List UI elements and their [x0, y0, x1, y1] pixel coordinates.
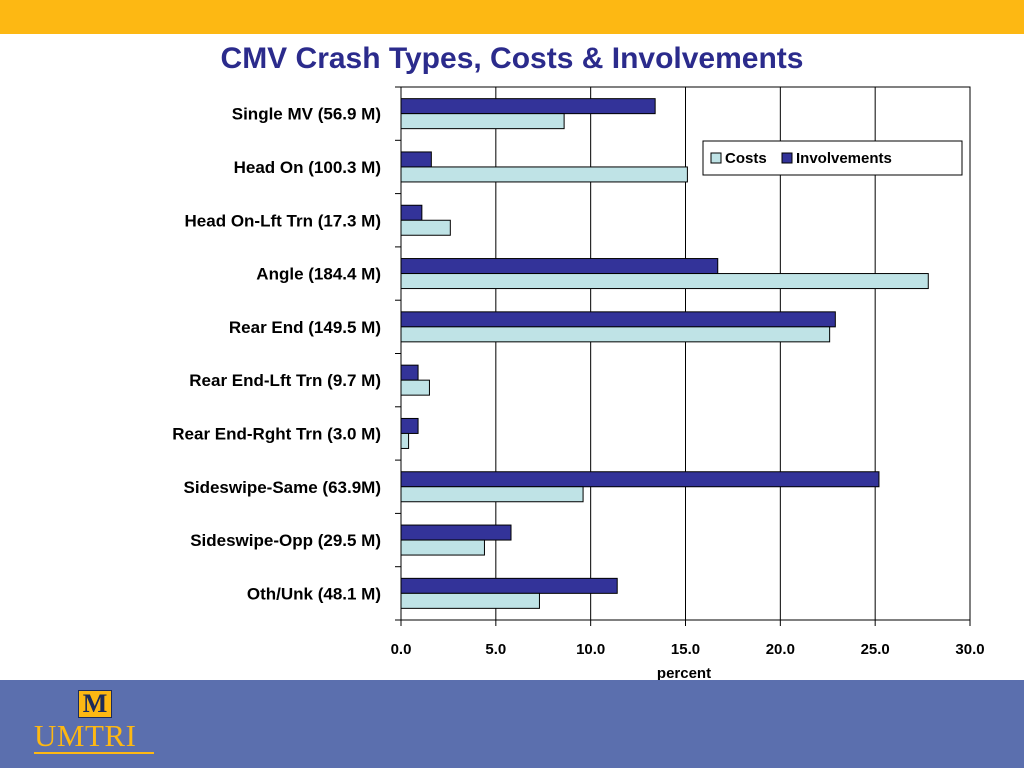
legend-swatch-involvements [781, 152, 793, 164]
x-tick-label: 10.0 [576, 641, 605, 658]
logo-text: UMTRI [34, 718, 137, 753]
bar-costs-6 [400, 379, 430, 396]
bar-involvements-1 [400, 98, 656, 115]
bar-costs-3 [400, 219, 451, 236]
bar-costs-7 [400, 432, 410, 449]
bar-involvements-3 [400, 204, 423, 221]
bar-involvements-2 [400, 151, 432, 168]
bar-costs-2 [400, 166, 688, 183]
umtri-logo: M UMTRI [34, 688, 156, 758]
category-label: Single MV (56.9 M) [232, 105, 381, 124]
x-tick-label: 30.0 [955, 641, 984, 658]
bar-involvements-7 [400, 417, 419, 434]
slide-title: CMV Crash Types, Costs & Involvements [220, 42, 804, 75]
bar-costs-4 [400, 273, 929, 290]
bottom-band [0, 680, 1024, 768]
category-label: Oth/Unk (48.1 M) [247, 584, 381, 603]
bar-costs-10 [400, 592, 540, 609]
legend [702, 140, 963, 176]
x-tick-label: 15.0 [671, 641, 700, 658]
top-accent-band [0, 0, 1024, 34]
category-label: Head On-Lft Trn (17.3 M) [185, 211, 381, 230]
bar-costs-5 [400, 326, 831, 343]
bar-involvements-10 [400, 577, 618, 594]
logo-underline [34, 752, 154, 754]
bar-chart: 0.0 5.0 10.0 15.0 20.0 25.0 30.0 percent Single … [172, 86, 985, 682]
category-label: Sideswipe-Opp (29.5 M) [190, 531, 381, 550]
bar-involvements-9 [400, 524, 512, 541]
legend-swatch-costs [710, 152, 722, 164]
bar-costs-8 [400, 486, 584, 503]
category-label: Head On (100.3 M) [234, 158, 381, 177]
x-tick-label: 0.0 [391, 641, 412, 658]
logo-block-m: M [78, 690, 112, 718]
category-label: Sideswipe-Same (63.9M) [184, 478, 381, 497]
legend-label-costs: Costs [725, 150, 767, 167]
category-label: Rear End (149.5 M) [229, 318, 381, 337]
x-tick-label: 25.0 [861, 641, 890, 658]
x-tick-label: 5.0 [485, 641, 506, 658]
bar-costs-1 [400, 113, 565, 130]
bar-costs-9 [400, 539, 485, 556]
bar-involvements-4 [400, 258, 719, 275]
x-tick-label: 20.0 [766, 641, 795, 658]
legend-label-involvements: Involvements [796, 150, 892, 167]
bar-involvements-6 [400, 364, 419, 381]
bar-involvements-5 [400, 311, 836, 328]
category-label: Rear End-Rght Trn (3.0 M) [172, 424, 381, 443]
category-label: Rear End-Lft Trn (9.7 M) [189, 371, 381, 390]
bar-involvements-8 [400, 471, 880, 488]
x-axis-label: percent [657, 665, 711, 682]
category-label: Angle (184.4 M) [256, 265, 381, 284]
